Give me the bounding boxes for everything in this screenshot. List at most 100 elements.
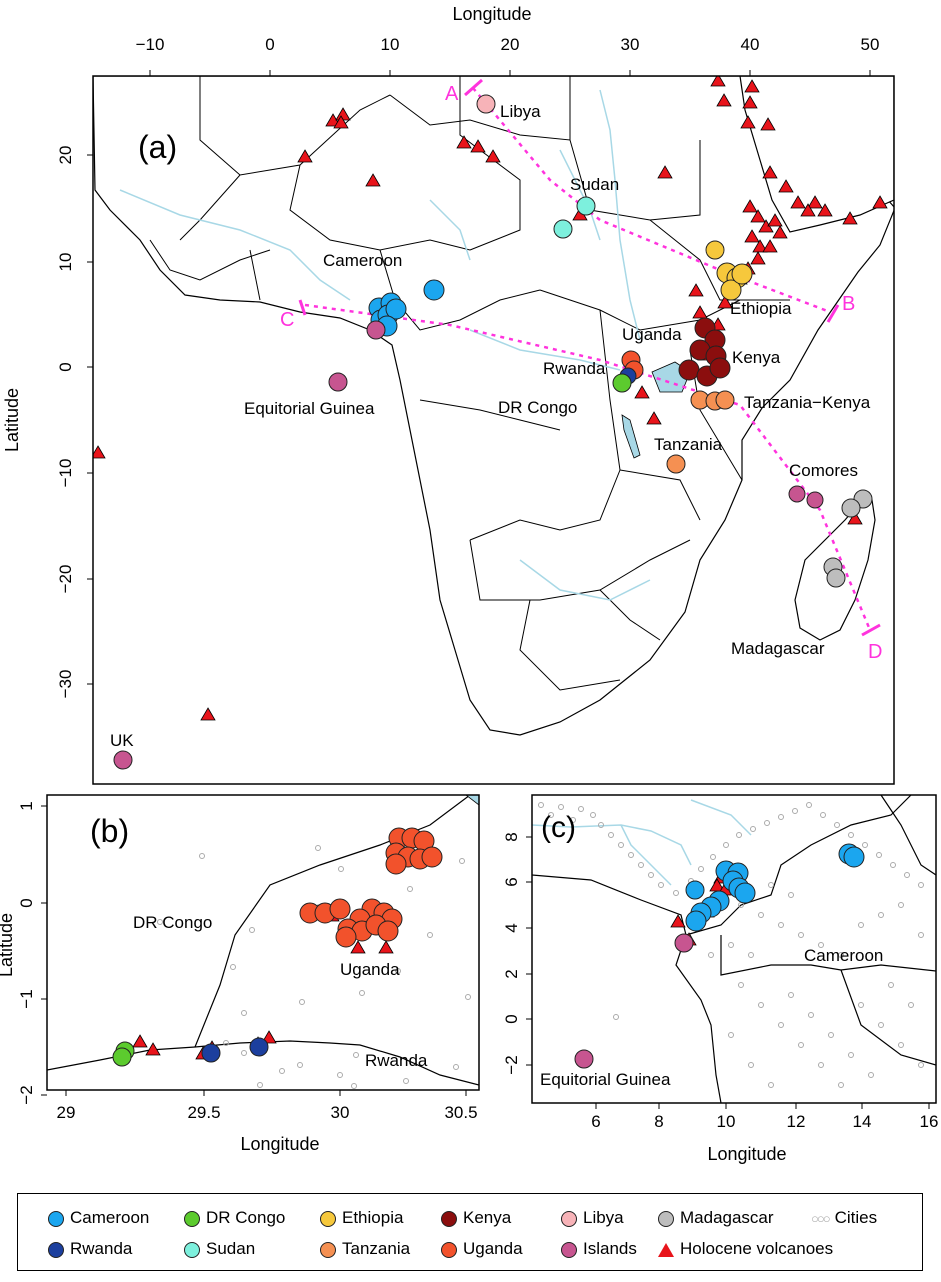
panel-a-frame [92, 75, 895, 785]
label-sudan: Sudan [570, 175, 619, 194]
legend-item-holocene-volcanoes: Holocene volcanoes [658, 1239, 833, 1259]
legend-item-dr-congo: DR Congo [184, 1208, 285, 1228]
panel-c-place-labels: Cameroon Equitorial Guinea [540, 946, 883, 1089]
tick-a-x-5: 30 [621, 35, 640, 54]
label-b-dr-congo: DR Congo [133, 913, 212, 932]
panel-b-x-ticks: 29 29.5 30 30.5 [57, 1090, 478, 1122]
africa-coastline [93, 76, 894, 736]
legend-label: Cities [834, 1208, 878, 1227]
transect-c: C [280, 309, 294, 331]
legend-item-tanzania: Tanzania [320, 1239, 410, 1259]
legend-label: Uganda [463, 1239, 523, 1258]
legend-label: Sudan [206, 1239, 256, 1258]
panel-a-y-title: Latitude [2, 388, 22, 452]
tick-c-y-2: 6 [502, 877, 521, 886]
sudan-swatch-icon [184, 1241, 200, 1258]
transect-ticks [298, 78, 881, 637]
tanzania-swatch-icon [320, 1241, 336, 1258]
transect-letters: A B C D [280, 83, 882, 663]
kenya-swatch-icon [441, 1210, 457, 1227]
panel-c-y-ticks: 8 6 4 2 0 −2 [502, 832, 532, 1075]
ethiopia-swatch-icon [320, 1210, 336, 1227]
label-libya: Libya [500, 102, 541, 121]
panel-c-cities [538, 802, 924, 1088]
tick-a-y-2: 10 [56, 253, 75, 272]
legend-item-madagascar: Madagascar [658, 1208, 774, 1228]
legend-label: Rwanda [70, 1239, 133, 1258]
panel-a-y-ticks: 20 10 0 −10 −20 −30 [56, 146, 93, 699]
tick-b-x-2: 29.5 [187, 1103, 220, 1122]
transect-b: B [842, 293, 855, 315]
label-tanzania: Tanzania [654, 435, 723, 454]
label-rwanda: Rwanda [543, 359, 606, 378]
label-uk: UK [110, 731, 134, 750]
legend-item-cameroon: Cameroon [48, 1208, 149, 1228]
legend-item-kenya: Kenya [441, 1208, 511, 1228]
legend-label: Ethiopia [342, 1208, 404, 1227]
legend-item-sudan: Sudan [184, 1239, 255, 1259]
dr-congo-swatch-icon [184, 1210, 200, 1227]
panel-c-x-ticks: 6 8 10 12 14 16 [591, 1103, 938, 1131]
madagascar-swatch-icon [658, 1210, 674, 1227]
panel-b-y-ticks: 1 0 −1 −2 [17, 801, 47, 1105]
tick-c-x-2: 8 [654, 1112, 663, 1131]
panel-c-label: (c) [541, 811, 576, 844]
panel-a-place-labels: Libya Sudan Cameroon Ethiopia Uganda Ken… [110, 102, 871, 750]
panel-a-map: Longitude −10 0 10 20 30 40 50 Latitude … [2, 4, 895, 785]
panel-b-border-drc-uganda [194, 795, 471, 1048]
tick-c-y-4: 2 [502, 969, 521, 978]
tick-b-y-4: −2 [17, 1085, 36, 1104]
legend-item-uganda: Uganda [441, 1239, 523, 1259]
panel-b-y-title: Latitude [0, 913, 16, 977]
tick-a-x-4: 20 [501, 35, 520, 54]
panel-b-map: (b) DR Congo Uganda Rwanda 29 29.5 30 30… [0, 794, 480, 1154]
arabia-outline [739, 76, 894, 233]
panel-b-volcanoes [132, 828, 408, 1060]
panel-c-samples [574, 843, 865, 1069]
label-tanzania-kenya: Tanzania−Kenya [744, 393, 871, 412]
tick-b-y-3: −1 [17, 989, 36, 1008]
tick-c-y-3: 4 [502, 923, 521, 932]
legend-item-ethiopia: Ethiopia [320, 1208, 403, 1228]
panel-c-map: (c) Cameroon Equitorial Guinea 6 8 10 12… [502, 794, 938, 1164]
label-c-cameroon: Cameroon [804, 946, 883, 965]
panel-c-borders [532, 795, 936, 1103]
panel-b-cities [117, 845, 471, 1089]
transect-lines [304, 87, 872, 631]
legend-item-libya: Libya [561, 1208, 624, 1228]
label-c-equatorial-guinea: Equitorial Guinea [540, 1070, 671, 1089]
transect-d: D [868, 641, 882, 663]
tick-c-y-1: 8 [502, 832, 521, 841]
tick-a-x-7: 50 [861, 35, 880, 54]
legend: Cameroon DR Congo Ethiopia Kenya Libya M… [17, 1193, 923, 1271]
islands-swatch-icon [561, 1241, 577, 1258]
tick-c-x-1: 6 [591, 1112, 600, 1131]
tick-a-y-3: 0 [56, 362, 75, 371]
legend-label: Cameroon [70, 1208, 150, 1227]
panel-b-samples [112, 827, 443, 1067]
legend-item-rwanda: Rwanda [48, 1239, 132, 1259]
legend-label: Libya [583, 1208, 624, 1227]
transect-a: A [445, 83, 459, 105]
tick-a-y-1: 20 [56, 146, 75, 165]
tick-b-y-2: 0 [17, 898, 36, 907]
country-borders [149, 76, 790, 691]
panel-a-x-title: Longitude [452, 4, 531, 24]
tick-c-y-5: 0 [502, 1014, 521, 1023]
rivers [119, 89, 651, 601]
tick-b-y-1: 1 [17, 801, 36, 810]
label-dr-congo: DR Congo [498, 398, 577, 417]
panel-c-x-title: Longitude [707, 1144, 786, 1164]
label-madagascar: Madagascar [731, 639, 825, 658]
panel-b-x-title: Longitude [240, 1134, 319, 1154]
tick-c-x-5: 14 [853, 1112, 872, 1131]
panel-b-place-labels: DR Congo Uganda Rwanda [133, 913, 428, 1070]
label-b-uganda: Uganda [340, 960, 400, 979]
tick-c-x-3: 10 [717, 1112, 736, 1131]
tick-a-y-5: −20 [56, 565, 75, 594]
label-cameroon: Cameroon [323, 251, 402, 270]
lake-tanganyika [621, 414, 641, 459]
tick-a-y-6: −30 [56, 670, 75, 699]
label-kenya: Kenya [732, 348, 781, 367]
tick-a-x-2: 0 [265, 35, 274, 54]
